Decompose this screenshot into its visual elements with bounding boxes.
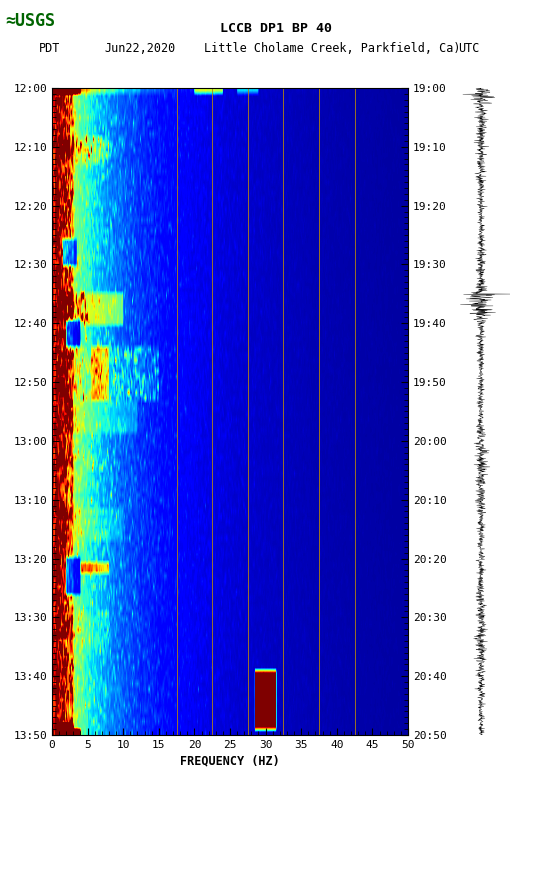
Text: Jun22,2020: Jun22,2020 <box>105 42 176 54</box>
Text: PDT: PDT <box>39 42 60 54</box>
Text: Little Cholame Creek, Parkfield, Ca): Little Cholame Creek, Parkfield, Ca) <box>204 42 461 54</box>
X-axis label: FREQUENCY (HZ): FREQUENCY (HZ) <box>180 754 280 767</box>
Text: ≈USGS: ≈USGS <box>6 12 56 30</box>
Text: UTC: UTC <box>458 42 480 54</box>
Text: LCCB DP1 BP 40: LCCB DP1 BP 40 <box>220 21 332 35</box>
